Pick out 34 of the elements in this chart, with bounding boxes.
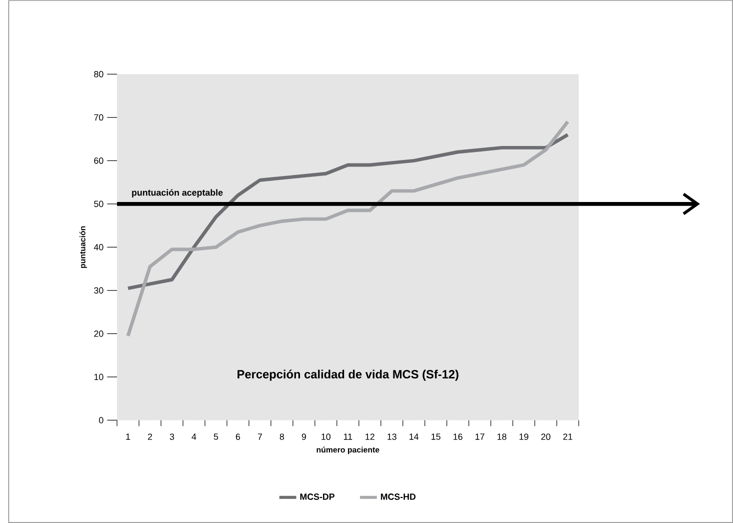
x-tick-label: 17 [476,434,484,440]
y-tick-label: 60 [94,157,104,164]
y-tick-label: 20 [94,330,104,337]
x-tick-label: 15 [432,434,440,440]
text: Percepción calidad de vida MCS (Sf-12) [238,370,458,381]
x-tick-label: 20 [541,434,550,440]
x-tick-label: 18 [498,434,506,440]
y-tick-label: 30 [94,287,104,294]
x-tick-label: 10 [322,434,330,440]
y-tick-label: 10 [94,374,104,380]
y-tick-label: 70 [94,114,104,121]
legend-label: MCS-HD [380,494,416,500]
x-tick-label: 7 [258,434,262,440]
y-tick-label: 80 [94,70,104,78]
x-tick-label: 19 [520,434,528,440]
y-tick-label: 40 [94,244,104,250]
x-tick-label: 12 [366,434,374,440]
x-tick-label: 2 [148,434,152,440]
x-tick-label: 16 [454,434,462,440]
x-tick-label: 14 [410,434,419,440]
x-tick-label: 6 [236,434,240,440]
x-tick-label: 4 [192,434,196,440]
x-tick-label: 5 [214,434,218,440]
y-tick-label: 50 [94,200,104,208]
x-tick-label: 11 [344,434,352,440]
x-tick-label: 21 [563,434,572,440]
x-tick-label: 8 [280,434,284,440]
x-tick-label: 13 [388,434,396,440]
x-tick-label: 3 [170,434,174,440]
ref-line-label: puntuación aceptable [132,189,223,198]
legend-label: MCS-DP [300,494,334,500]
x-tick-label: 9 [302,434,306,440]
x-tick-label: 1 [126,434,130,440]
y-tick-label: 0 [99,417,104,424]
